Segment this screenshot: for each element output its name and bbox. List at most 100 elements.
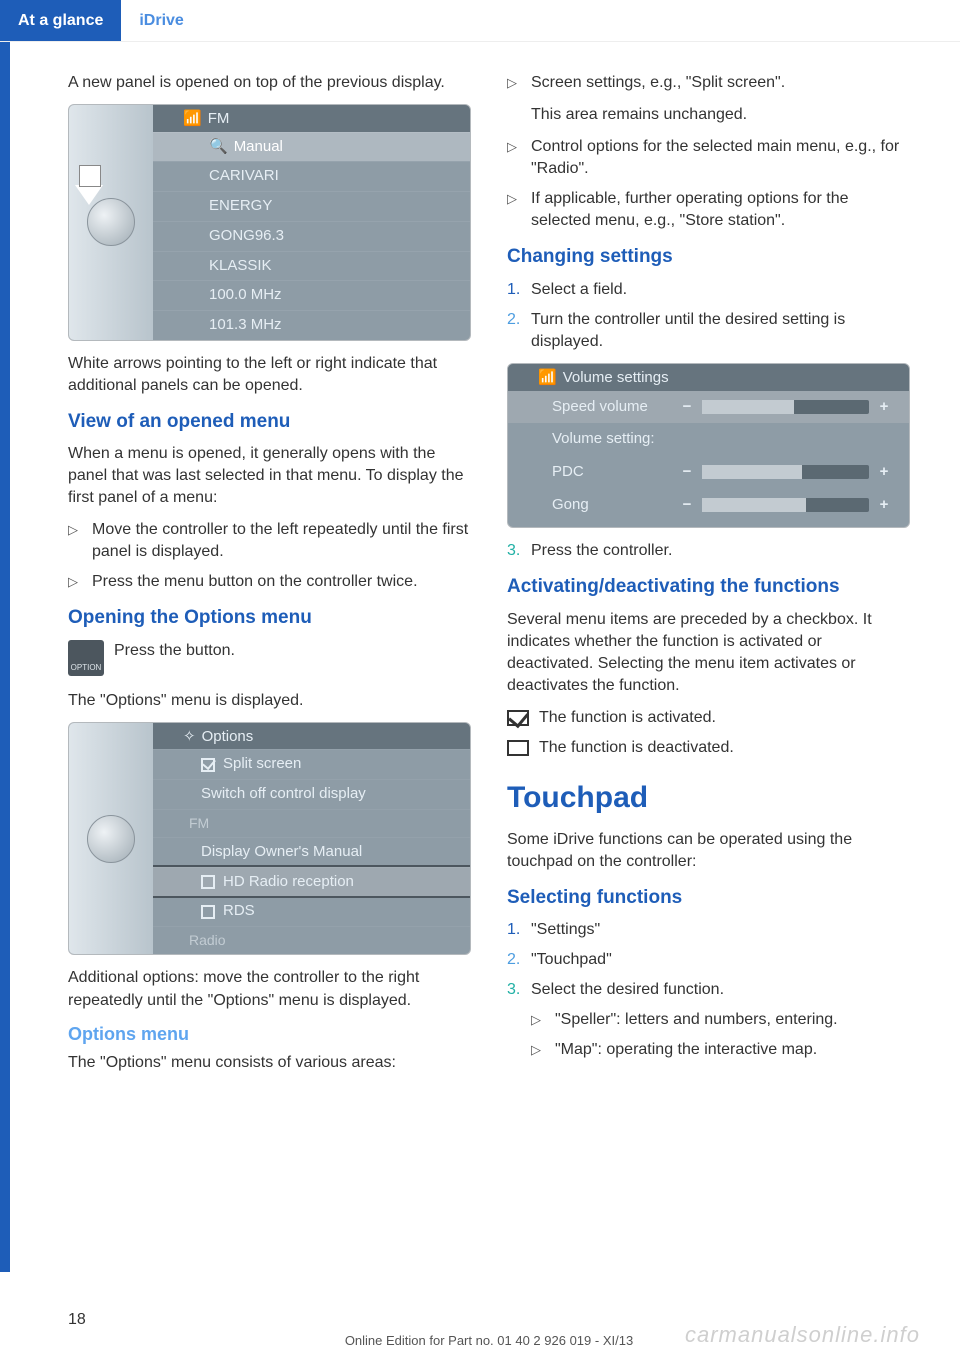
bullet-text: Move the controller to the left repeated… [92, 519, 471, 563]
fm-screenshot: 📶 FM 🔍Manual CARIVARI ENERGY GONG96.3 KL… [68, 104, 471, 341]
step-item: 2. "Touchpad" [507, 949, 910, 971]
fm-row[interactable]: CARIVARI [153, 161, 470, 191]
watermark: carmanualsonline.info [685, 1322, 920, 1348]
minus-icon[interactable]: − [678, 462, 696, 483]
tab-idrive[interactable]: iDrive [121, 0, 201, 41]
slider-label: Speed volume [552, 397, 672, 418]
slider-fill [702, 400, 794, 414]
step-text: Select a field. [531, 279, 627, 301]
antenna-icon: 📶 [183, 109, 202, 130]
selecting-steps: 1. "Settings" 2. "Touchpad" 3. Select th… [507, 919, 910, 1061]
selecting-sub-bullets: ▷ "Speller": letters and numbers, enteri… [507, 1009, 910, 1061]
minus-icon[interactable]: − [678, 495, 696, 516]
knob-circle-icon [87, 198, 135, 246]
heading-options-menu: Options menu [68, 1022, 471, 1047]
triangle-bullet-icon: ▷ [531, 1039, 555, 1061]
volume-setting-label-row: Volume setting: [508, 423, 909, 456]
options-areas-list-cont: ▷ Control options for the selected main … [507, 136, 910, 232]
down-arrow-icon [75, 185, 103, 205]
left-blue-strip [0, 42, 10, 1272]
triangle-bullet-icon: ▷ [531, 1009, 555, 1031]
additional-options-text: Additional options: move the controller … [68, 967, 471, 1011]
checkbox-legend-text: The function is deactivated. [539, 737, 734, 759]
minus-icon[interactable]: − [678, 397, 696, 418]
plus-icon[interactable]: + [875, 462, 893, 483]
options-row[interactable]: Split screen [153, 749, 470, 779]
fm-row[interactable]: GONG96.3 [153, 221, 470, 251]
options-category: FM [153, 809, 470, 837]
slider-bar[interactable] [702, 465, 869, 479]
controller-knob [69, 723, 153, 955]
tab-at-a-glance[interactable]: At a glance [0, 0, 121, 41]
options-header: ✧ Options [153, 723, 470, 750]
slider-row[interactable]: PDC − + [508, 456, 909, 489]
heading-changing-settings: Changing settings [507, 244, 910, 270]
options-areas-list: ▷ Screen settings, e.g., "Split screen". [507, 72, 910, 94]
slider-bar[interactable] [702, 498, 869, 512]
bullet-text: Press the menu button on the controller … [92, 571, 471, 593]
bullet-text: Control options for the selected main me… [531, 136, 910, 180]
slider-row[interactable]: Speed volume − + [508, 391, 909, 424]
options-row-label: Radio [189, 931, 226, 950]
options-row-label: FM [189, 814, 209, 833]
press-button-text: Press the button. [114, 640, 235, 662]
bullet-text: Screen settings, e.g., "Split screen". [531, 72, 910, 94]
step-number: 3. [507, 540, 531, 562]
checkbox-icon [201, 758, 215, 772]
options-row-label: Split screen [223, 754, 301, 775]
bullet-item: ▷ "Map": operating the interactive map. [507, 1039, 910, 1061]
options-row-label: RDS [223, 901, 255, 922]
step-item: 3. Press the controller. [507, 540, 910, 562]
fm-header-label: FM [208, 109, 230, 130]
plus-icon[interactable]: + [875, 397, 893, 418]
view-bullet-list: ▷ Move the controller to the left repeat… [68, 519, 471, 593]
fm-row-label: Manual [234, 138, 283, 155]
speaker-icon: 📶 [538, 368, 557, 389]
slider-row[interactable]: Gong − + [508, 489, 909, 522]
checkbox-icon [201, 875, 215, 889]
options-row-label: HD Radio reception [223, 872, 354, 893]
bullet-item: ▷ Screen settings, e.g., "Split screen". [507, 72, 910, 94]
triangle-bullet-icon: ▷ [507, 188, 531, 232]
heading-selecting-functions: Selecting functions [507, 885, 910, 911]
after-fm-paragraph: White arrows pointing to the left or rig… [68, 353, 471, 397]
options-row[interactable]: Display Owner's Manual [153, 837, 470, 867]
slider-fill [702, 465, 802, 479]
volume-header-label: Volume settings [563, 368, 669, 389]
fm-row[interactable]: 🔍Manual [153, 132, 470, 162]
step-number: 2. [507, 309, 531, 353]
slider-bar[interactable] [702, 400, 869, 414]
fm-row[interactable]: 100.0 MHz [153, 280, 470, 310]
slider-label: PDC [552, 462, 672, 483]
bullet-item: ▷ Press the menu button on the controlle… [68, 571, 471, 593]
slider-fill [702, 498, 806, 512]
step-item: 1. "Settings" [507, 919, 910, 941]
fm-row[interactable]: KLASSIK [153, 251, 470, 281]
bullet-text: "Map": operating the interactive map. [555, 1039, 910, 1061]
step-text: "Touchpad" [531, 949, 612, 971]
activating-paragraph: Several menu items are preceded by a che… [507, 609, 910, 697]
option-button-icon[interactable]: OPTION [68, 640, 104, 676]
step-number: 1. [507, 279, 531, 301]
options-row[interactable]: HD Radio reception [153, 867, 470, 897]
checkbox-legend-off: The function is deactivated. [507, 737, 910, 759]
checkbox-legend-text: The function is activated. [539, 707, 716, 729]
fm-row[interactable]: ENERGY [153, 191, 470, 221]
plus-icon[interactable]: + [875, 495, 893, 516]
step-number: 3. [507, 979, 531, 1001]
fm-list: 📶 FM 🔍Manual CARIVARI ENERGY GONG96.3 KL… [153, 105, 470, 340]
options-row[interactable]: Switch off control display [153, 779, 470, 809]
fm-row[interactable]: 101.3 MHz [153, 310, 470, 340]
page-content: A new panel is opened on top of the prev… [0, 42, 960, 1088]
view-paragraph: When a menu is opened, it generally open… [68, 443, 471, 509]
bullet-text: If applicable, further operating options… [531, 188, 910, 232]
triangle-bullet-icon: ▷ [68, 519, 92, 563]
checkbox-legend-on: The function is activated. [507, 707, 910, 729]
triangle-bullet-icon: ▷ [507, 136, 531, 180]
options-row[interactable]: RDS [153, 896, 470, 926]
step-text: "Settings" [531, 919, 600, 941]
heading-activating: Activating/deactivating the functions [507, 574, 910, 600]
changing-steps-cont: 3. Press the controller. [507, 540, 910, 562]
wrench-icon: ✧ [183, 727, 196, 748]
page-footer: 18 Online Edition for Part no. 01 40 2 9… [0, 1311, 960, 1348]
